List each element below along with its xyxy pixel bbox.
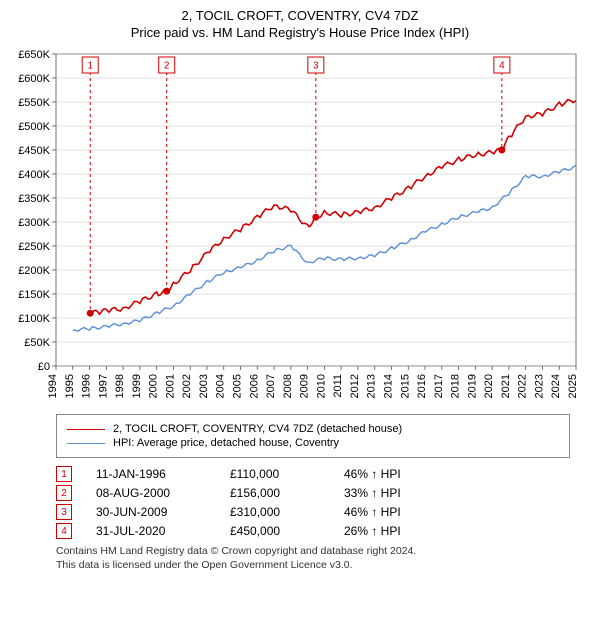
svg-text:2013: 2013: [366, 374, 378, 398]
sale-price: £310,000: [230, 505, 320, 519]
svg-text:2015: 2015: [399, 374, 411, 398]
legend-row: HPI: Average price, detached house, Cove…: [67, 437, 559, 449]
svg-text:£500K: £500K: [18, 121, 50, 133]
svg-text:2002: 2002: [181, 374, 193, 398]
sales-table: 1 11-JAN-1996 £110,000 46% ↑ HPI 2 08-AUG-200…: [56, 466, 570, 539]
svg-text:2011: 2011: [332, 374, 344, 398]
sale-vs-hpi: 26% ↑ HPI: [344, 524, 434, 538]
svg-text:£200K: £200K: [18, 265, 50, 277]
sale-price: £450,000: [230, 524, 320, 538]
marker-number-box: 1: [56, 466, 72, 482]
svg-text:2000: 2000: [148, 374, 160, 398]
svg-text:£450K: £450K: [18, 145, 50, 157]
svg-text:£400K: £400K: [18, 169, 50, 181]
chart-title: 2, TOCIL CROFT, COVENTRY, CV4 7DZ: [10, 8, 590, 23]
legend-row: 2, TOCIL CROFT, COVENTRY, CV4 7DZ (detac…: [67, 423, 559, 435]
table-row: 1 11-JAN-1996 £110,000 46% ↑ HPI: [56, 466, 570, 482]
svg-text:2023: 2023: [533, 374, 545, 398]
svg-text:£100K: £100K: [18, 313, 50, 325]
legend-label: 2, TOCIL CROFT, COVENTRY, CV4 7DZ (detac…: [113, 423, 402, 435]
svg-text:2018: 2018: [450, 374, 462, 398]
svg-text:1998: 1998: [114, 374, 126, 398]
svg-text:1995: 1995: [64, 374, 76, 398]
svg-text:2006: 2006: [248, 374, 260, 398]
chart-plot: £0 £50K £100K £150K £200K £250K £300K £350K £400…: [10, 46, 590, 406]
svg-text:1996: 1996: [81, 374, 93, 398]
svg-text:2024: 2024: [550, 374, 562, 398]
svg-text:2021: 2021: [500, 374, 512, 398]
svg-text:1999: 1999: [131, 374, 143, 398]
legend-label: HPI: Average price, detached house, Cove…: [113, 437, 339, 449]
svg-text:2: 2: [164, 61, 170, 72]
sale-vs-hpi: 46% ↑ HPI: [344, 467, 434, 481]
svg-text:2012: 2012: [349, 374, 361, 398]
svg-text:£0: £0: [38, 361, 50, 373]
table-row: 3 30-JUN-2009 £310,000 46% ↑ HPI: [56, 504, 570, 520]
svg-text:2014: 2014: [382, 374, 394, 398]
svg-text:£300K: £300K: [18, 217, 50, 229]
svg-text:£600K: £600K: [18, 73, 50, 85]
sale-vs-hpi: 33% ↑ HPI: [344, 486, 434, 500]
svg-text:2009: 2009: [299, 374, 311, 398]
sale-price: £110,000: [230, 467, 320, 481]
svg-text:2017: 2017: [433, 374, 445, 398]
svg-text:2010: 2010: [315, 374, 327, 398]
svg-text:£250K: £250K: [18, 241, 50, 253]
footer-line-2: This data is licensed under the Open Gov…: [56, 559, 570, 573]
legend-swatch: [67, 429, 105, 430]
svg-text:£150K: £150K: [18, 289, 50, 301]
chart-subtitle: Price paid vs. HM Land Registry's House …: [10, 25, 590, 40]
sale-date: 11-JAN-1996: [96, 467, 206, 481]
svg-text:2004: 2004: [215, 374, 227, 398]
sale-date: 30-JUN-2009: [96, 505, 206, 519]
svg-text:4: 4: [499, 61, 505, 72]
svg-text:£650K: £650K: [18, 49, 50, 61]
marker-number-box: 2: [56, 485, 72, 501]
chart-container: 2, TOCIL CROFT, COVENTRY, CV4 7DZ Price …: [0, 0, 600, 580]
sale-price: £156,000: [230, 486, 320, 500]
svg-text:£50K: £50K: [24, 337, 50, 349]
legend: 2, TOCIL CROFT, COVENTRY, CV4 7DZ (detac…: [56, 414, 570, 458]
marker-number-box: 3: [56, 504, 72, 520]
svg-text:2022: 2022: [517, 374, 529, 398]
svg-text:2025: 2025: [567, 374, 579, 398]
sale-vs-hpi: 46% ↑ HPI: [344, 505, 434, 519]
table-row: 4 31-JUL-2020 £450,000 26% ↑ HPI: [56, 523, 570, 539]
sale-date: 31-JUL-2020: [96, 524, 206, 538]
svg-text:2008: 2008: [282, 374, 294, 398]
table-row: 2 08-AUG-2000 £156,000 33% ↑ HPI: [56, 485, 570, 501]
svg-text:2001: 2001: [164, 374, 176, 398]
footer-line-1: Contains HM Land Registry data © Crown c…: [56, 545, 570, 559]
svg-text:2007: 2007: [265, 374, 277, 398]
legend-swatch: [67, 443, 105, 444]
svg-text:1997: 1997: [97, 374, 109, 398]
svg-text:2020: 2020: [483, 374, 495, 398]
svg-text:1: 1: [87, 61, 93, 72]
svg-text:2019: 2019: [466, 374, 478, 398]
marker-number-box: 4: [56, 523, 72, 539]
sale-date: 08-AUG-2000: [96, 486, 206, 500]
svg-text:2003: 2003: [198, 374, 210, 398]
svg-text:£550K: £550K: [18, 97, 50, 109]
line-chart-svg: £0 £50K £100K £150K £200K £250K £300K £350K £400…: [10, 46, 590, 406]
svg-text:1994: 1994: [47, 374, 59, 398]
svg-text:2016: 2016: [416, 374, 428, 398]
footer-attribution: Contains HM Land Registry data © Crown c…: [56, 545, 570, 572]
svg-text:3: 3: [313, 61, 319, 72]
svg-text:£350K: £350K: [18, 193, 50, 205]
svg-text:2005: 2005: [232, 374, 244, 398]
